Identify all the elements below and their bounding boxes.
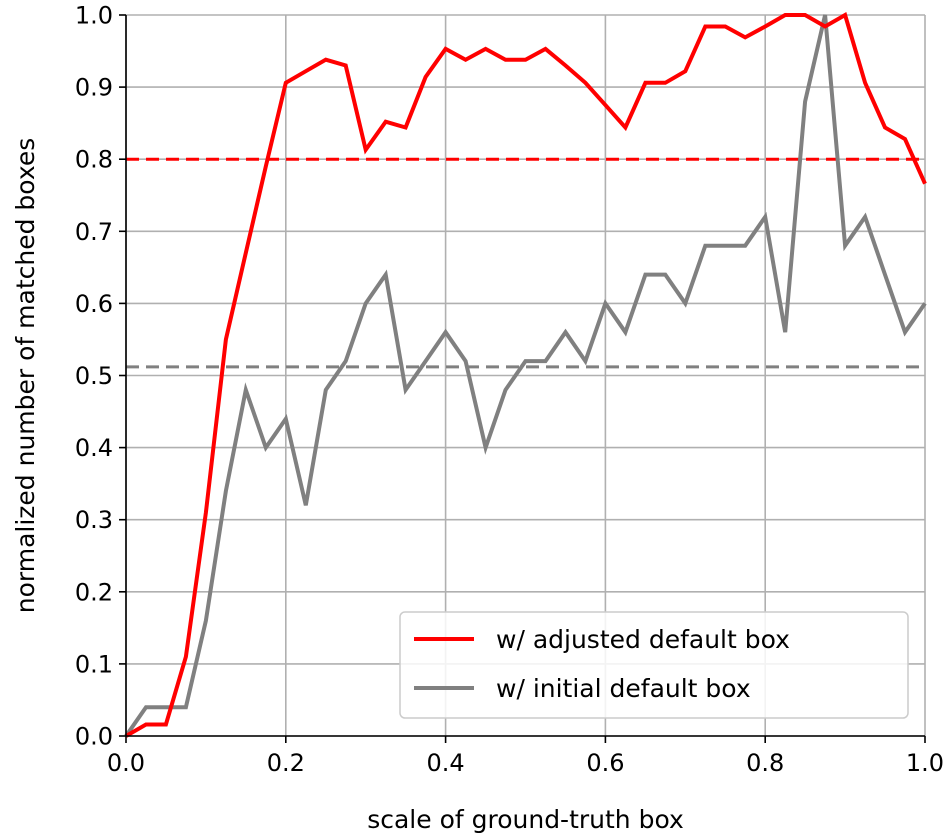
x-tick-label: 0.2 [267, 749, 305, 777]
legend: w/ adjusted default box w/ initial defau… [399, 611, 909, 719]
y-tick-label: 0.9 [75, 74, 113, 102]
x-tick-label: 0.4 [427, 749, 465, 777]
legend-frame [399, 611, 909, 719]
y-tick-label: 0.3 [75, 506, 113, 534]
x-axis-title: scale of ground-truth box [367, 805, 684, 834]
series-line [125, 12, 927, 738]
tick-labels: 0.0 0.2 0.4 0.6 0.8 1.0 0.0 0.1 0.2 0.3 0.4 0.5 0.6 0… [75, 2, 944, 778]
y-tick-label: 0.6 [75, 290, 113, 318]
tick-marks [119, 14, 926, 743]
grid-lines [125, 14, 926, 737]
legend-label-adjusted: w/ adjusted default box [496, 625, 790, 654]
y-tick-label: 0.5 [75, 362, 113, 390]
y-tick-label: 0.8 [75, 146, 113, 174]
y-tick-label: 0.0 [75, 723, 113, 751]
x-tick-label: 0.8 [746, 749, 784, 777]
x-tick-label: 1.0 [906, 749, 944, 777]
y-tick-label: 0.4 [75, 434, 113, 462]
series-line [124, 14, 927, 738]
y-tick-label: 0.1 [75, 650, 113, 678]
reference-lines [126, 157, 925, 369]
y-tick-label: 0.2 [75, 578, 113, 606]
legend-label-initial: w/ initial default box [496, 674, 751, 703]
y-tick-label: 1.0 [75, 2, 113, 30]
y-tick-label: 0.7 [75, 218, 113, 246]
x-tick-label: 0.0 [107, 749, 145, 777]
y-axis-title: normalized number of matched boxes [11, 138, 40, 614]
x-tick-label: 0.6 [586, 749, 624, 777]
data-series [124, 12, 927, 738]
